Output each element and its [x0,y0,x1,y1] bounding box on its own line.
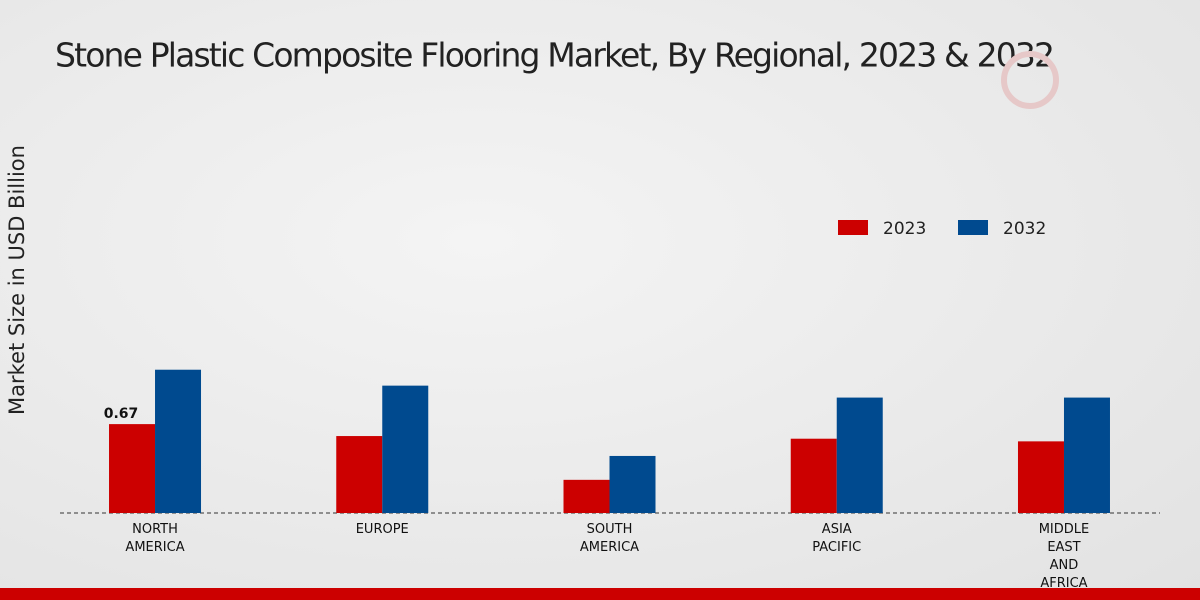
data-label: 0.67 [104,406,139,422]
bar [563,479,610,513]
chart-title: Stone Plastic Composite Flooring Market,… [55,36,1055,75]
x-tick-label: ASIA PACIFIC [812,522,862,555]
bar [155,369,202,513]
bar [609,455,656,513]
bar [1017,441,1064,513]
legend-label: 2023 [883,219,926,239]
legend-label: 2032 [1003,219,1046,239]
bar [836,397,883,513]
legend-swatch [958,220,988,235]
bar [382,385,429,513]
bar [336,436,383,513]
x-tick-label: MIDDLE EAST AND AFRICA [1038,522,1090,591]
y-axis-label: Market Size in USD Billion [5,145,29,415]
bar [1063,397,1110,513]
x-tick-label: EUROPE [355,522,409,537]
footer-strip [0,588,1200,600]
x-tick-label: NORTH AMERICA [125,522,185,555]
bar [790,438,837,513]
logo [1001,51,1059,109]
x-tick-label: SOUTH AMERICA [579,522,640,555]
bar [109,424,156,513]
legend-swatch [838,220,868,235]
